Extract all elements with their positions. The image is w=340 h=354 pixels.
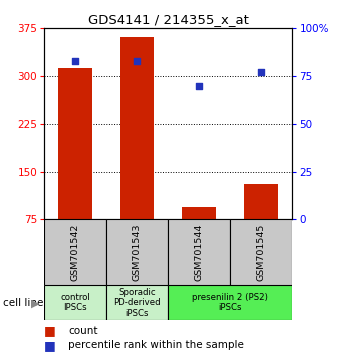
FancyBboxPatch shape bbox=[168, 285, 292, 320]
Text: GSM701543: GSM701543 bbox=[133, 223, 142, 281]
Text: presenilin 2 (PS2)
iPSCs: presenilin 2 (PS2) iPSCs bbox=[192, 293, 268, 312]
FancyBboxPatch shape bbox=[168, 219, 231, 285]
FancyBboxPatch shape bbox=[106, 285, 168, 320]
FancyBboxPatch shape bbox=[44, 285, 106, 320]
FancyBboxPatch shape bbox=[231, 219, 292, 285]
Text: Sporadic
PD-derived
iPSCs: Sporadic PD-derived iPSCs bbox=[114, 288, 161, 318]
Text: ■: ■ bbox=[44, 325, 56, 337]
Text: percentile rank within the sample: percentile rank within the sample bbox=[68, 340, 244, 350]
Point bbox=[72, 58, 78, 64]
Bar bbox=[120, 36, 154, 219]
Point bbox=[197, 83, 202, 88]
Text: control
IPSCs: control IPSCs bbox=[61, 293, 90, 312]
Text: GSM701542: GSM701542 bbox=[71, 223, 80, 281]
Title: GDS4141 / 214355_x_at: GDS4141 / 214355_x_at bbox=[88, 13, 249, 26]
Text: GSM701545: GSM701545 bbox=[257, 223, 266, 281]
Text: ■: ■ bbox=[44, 339, 56, 352]
Bar bbox=[244, 184, 278, 219]
Text: ▶: ▶ bbox=[31, 298, 40, 308]
FancyBboxPatch shape bbox=[44, 219, 106, 285]
Text: GSM701544: GSM701544 bbox=[195, 223, 204, 281]
Text: cell line: cell line bbox=[3, 298, 44, 308]
Point bbox=[259, 69, 264, 75]
Bar bbox=[182, 207, 216, 219]
Text: count: count bbox=[68, 326, 98, 336]
FancyBboxPatch shape bbox=[106, 219, 168, 285]
Point bbox=[135, 58, 140, 64]
Bar bbox=[58, 68, 92, 219]
